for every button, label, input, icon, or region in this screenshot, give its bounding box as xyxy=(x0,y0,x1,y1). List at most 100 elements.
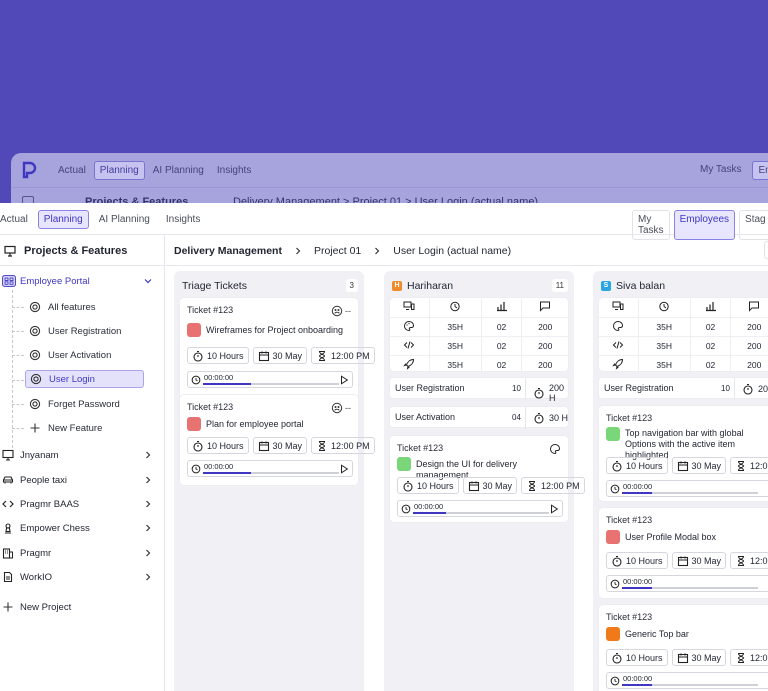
feature-summary-row[interactable]: User Activation 04 30 H xyxy=(389,406,569,429)
time-chip[interactable]: 12:00 PM xyxy=(730,552,768,569)
time-value: 12:00 PM xyxy=(331,350,370,361)
tab-ai-planning[interactable]: AI Planning xyxy=(98,214,150,225)
feature-all-features[interactable]: All features xyxy=(25,298,144,316)
ticket-card[interactable]: Ticket #123 Generic Top bar 10 Hours 30 … xyxy=(598,604,768,691)
date-chip[interactable]: 30 May xyxy=(252,437,308,454)
project-label: Jnyanam xyxy=(20,449,59,461)
feature-user-login[interactable]: User Login xyxy=(25,370,144,388)
stats-row-icon xyxy=(390,317,430,337)
tab-stages[interactable]: Stag xyxy=(739,210,768,240)
chevron-right-icon[interactable] xyxy=(142,449,154,461)
date-chip[interactable]: 30 May xyxy=(671,457,727,474)
ticket-meta: 10 Hours 30 May 12:00 PM xyxy=(187,437,375,454)
project-pragmr-baas[interactable]: Pragmr BAAS xyxy=(2,498,154,510)
estimate-chip[interactable]: 10 Hours xyxy=(187,437,249,454)
tree-guide xyxy=(12,290,13,448)
estimate-chip[interactable]: 10 Hours xyxy=(606,457,668,474)
time-tracker: 00:00:00 xyxy=(606,672,768,689)
hourglass-icon xyxy=(316,350,328,362)
chevron-right-icon[interactable] xyxy=(142,522,154,534)
play-icon[interactable] xyxy=(339,375,349,385)
estimate-chip[interactable]: 10 Hours xyxy=(397,477,459,494)
project-employee-portal[interactable]: Employee Portal xyxy=(2,275,154,287)
breadcrumb-project[interactable]: Project 01 xyxy=(313,245,362,257)
stats-header-cell xyxy=(480,298,522,318)
timer-value: 00:00:00 xyxy=(204,373,234,382)
estimate-chip[interactable]: 10 Hours xyxy=(606,649,668,666)
date-value: 30 May xyxy=(272,350,303,361)
assignee-badge[interactable]: -- xyxy=(331,402,351,414)
stats-cell: 200 xyxy=(730,336,768,356)
divider xyxy=(166,265,768,266)
tab-my-tasks[interactable]: My Tasks xyxy=(632,210,670,240)
tab-employees[interactable]: Employees xyxy=(673,210,736,240)
project-jnyanam[interactable]: Jnyanam xyxy=(2,449,154,461)
date-chip[interactable]: 30 May xyxy=(252,347,308,364)
play-icon[interactable] xyxy=(549,504,559,514)
feature-label: User Activation xyxy=(48,349,112,361)
ticket-meta: 10 Hours 30 May 12:00 PM xyxy=(606,649,768,666)
time-chip[interactable]: 12:00 PM xyxy=(521,477,585,494)
ticket-card[interactable]: Ticket #123 -- Wireframes for Project on… xyxy=(179,297,375,413)
chevron-right-icon[interactable] xyxy=(142,571,154,583)
board-options-button[interactable] xyxy=(764,241,768,259)
feature-forget-password[interactable]: Forget Password xyxy=(25,395,144,413)
avatar: H xyxy=(392,281,402,291)
chevron-right-icon xyxy=(371,245,383,257)
feature-summary-row[interactable]: User Registration 10 200 xyxy=(598,377,768,400)
time-chip[interactable]: 12:00 PM xyxy=(311,347,375,364)
ticket-card[interactable]: Ticket #123 Design the UI for delivery m… xyxy=(389,435,585,523)
stats-row-icon xyxy=(390,336,430,356)
ticket-card[interactable]: Ticket #123 Top navigation bar with glob… xyxy=(598,405,768,502)
project-pragmr[interactable]: Pragmr xyxy=(2,547,154,559)
time-chip[interactable]: 12:00 PM xyxy=(730,457,768,474)
tab-planning[interactable]: Planning xyxy=(37,210,89,229)
time-chip[interactable]: 12:00 PM xyxy=(730,649,768,666)
ghost-nav-insights: Insights xyxy=(216,165,252,176)
timer-value: 00:00:00 xyxy=(623,577,653,586)
priority-color xyxy=(606,530,620,544)
play-icon[interactable] xyxy=(339,464,349,474)
stats-cell: 35H xyxy=(637,317,691,337)
date-chip[interactable]: 30 May xyxy=(671,552,727,569)
time-chip[interactable]: 12:00 PM xyxy=(311,437,375,454)
stats-cell: 35H xyxy=(428,317,482,337)
estimate-chip[interactable]: 10 Hours xyxy=(606,552,668,569)
stats-row-icon xyxy=(599,355,638,374)
column-triage: Triage Tickets 3 Ticket #123 -- Wirefram… xyxy=(174,271,375,691)
chevron-right-icon[interactable] xyxy=(142,474,154,486)
breadcrumb-root[interactable]: Delivery Management xyxy=(174,245,282,257)
feature-summary-row[interactable]: User Registration 10 200 H xyxy=(389,377,569,403)
chevron-right-icon[interactable] xyxy=(142,498,154,510)
project-people-taxi[interactable]: People taxi xyxy=(2,474,154,486)
project-empower-chess[interactable]: Empower Chess xyxy=(2,522,154,534)
timer-progress xyxy=(413,512,549,514)
ticket-card[interactable]: Ticket #123 -- Plan for employee portal … xyxy=(179,394,375,486)
document-icon xyxy=(2,571,14,583)
tab-insights[interactable]: Insights xyxy=(165,214,201,225)
chevron-right-icon[interactable] xyxy=(142,547,154,559)
feature-user-registration[interactable]: User Registration xyxy=(25,322,144,340)
ticket-id: Ticket #123 xyxy=(187,402,234,412)
feature-new-feature[interactable]: New Feature xyxy=(25,419,144,437)
devices-icon xyxy=(403,300,415,312)
palette-icon[interactable] xyxy=(549,443,561,455)
rocket-icon xyxy=(612,358,624,370)
project-workio[interactable]: WorkIO xyxy=(2,571,154,583)
date-chip[interactable]: 30 May xyxy=(462,477,518,494)
feature-user-activation[interactable]: User Activation xyxy=(25,346,144,364)
assignee-badge[interactable]: -- xyxy=(331,305,351,317)
stopwatch-icon xyxy=(611,555,623,567)
code-icon xyxy=(403,339,415,351)
estimate-chip[interactable]: 10 Hours xyxy=(187,347,249,364)
new-project-button[interactable]: New Project xyxy=(2,601,154,613)
tab-actual[interactable]: Actual xyxy=(0,214,28,225)
ticket-meta: 10 Hours 30 May 12:00 PM xyxy=(606,457,768,474)
sidebar: Projects & Features Employee Portal All … xyxy=(0,235,165,691)
date-value: 30 May xyxy=(272,440,303,451)
ticket-card[interactable]: Ticket #123 User Profile Modal box 10 Ho… xyxy=(598,507,768,599)
target-icon xyxy=(29,349,41,361)
date-chip[interactable]: 30 May xyxy=(671,649,727,666)
stats-cell: 35H xyxy=(637,355,691,374)
chevron-down-icon[interactable] xyxy=(142,275,154,287)
